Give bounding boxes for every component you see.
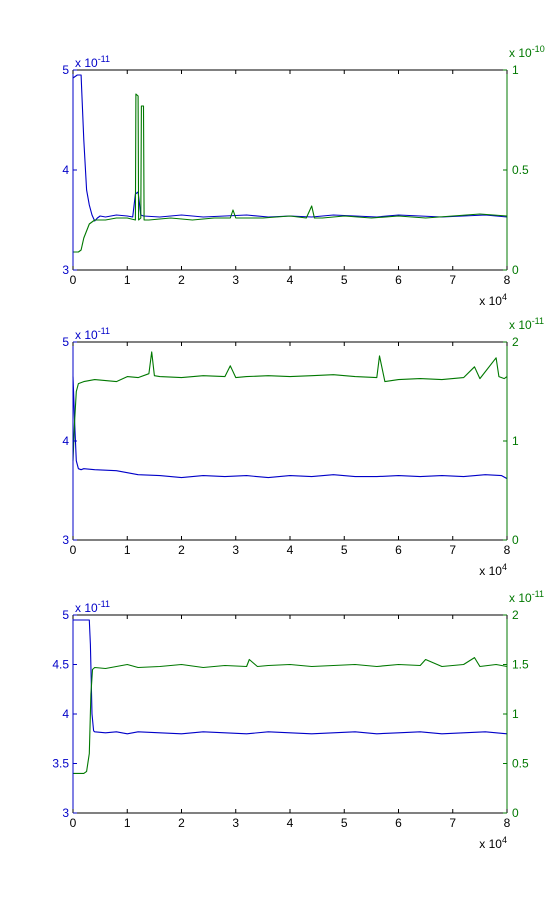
y-left-tick-label: 4 bbox=[62, 434, 69, 448]
y-left-tick-label: 5 bbox=[62, 63, 69, 77]
series-line-right bbox=[72, 351, 508, 461]
x-tick-label: 6 bbox=[395, 273, 402, 287]
y-left-tick-label: 3.5 bbox=[52, 757, 69, 771]
x-multiplier-exponent: 4 bbox=[502, 562, 507, 572]
x-tick-label: 8 bbox=[504, 816, 511, 830]
x-tick-label: 4 bbox=[287, 273, 294, 287]
y-right-multiplier: x 10-10 bbox=[509, 44, 545, 60]
y-left-multiplier: x 10-11 bbox=[75, 599, 110, 615]
y-right-multiplier-base: x 10 bbox=[509, 46, 532, 60]
series-line-right bbox=[73, 93, 508, 253]
y-right-tick-label: 2 bbox=[512, 335, 519, 349]
y-right-tick-label: 1 bbox=[512, 63, 519, 77]
x-tick-label: 5 bbox=[341, 543, 348, 557]
x-multiplier-exponent: 4 bbox=[502, 835, 507, 845]
plot-area bbox=[73, 615, 507, 813]
x-tick-label: 0 bbox=[70, 816, 77, 830]
y-left-tick-label: 4.5 bbox=[52, 658, 69, 672]
x-tick-label: 2 bbox=[178, 543, 185, 557]
x-tick-label: 6 bbox=[395, 816, 402, 830]
y-left-tick-label: 3 bbox=[62, 263, 69, 277]
y-left-multiplier: x 10-11 bbox=[75, 326, 110, 342]
x-tick-label: 8 bbox=[504, 543, 511, 557]
y-left-multiplier-base: x 10 bbox=[75, 56, 98, 70]
series-line-right bbox=[73, 657, 508, 774]
y-right-multiplier-exponent: -11 bbox=[532, 589, 544, 599]
x-tick-label: 4 bbox=[287, 543, 294, 557]
y-left-tick-label: 5 bbox=[62, 608, 69, 622]
x-tick-label: 1 bbox=[124, 543, 131, 557]
x-tick-label: 8 bbox=[504, 273, 511, 287]
y-right-tick-label: 0 bbox=[512, 533, 519, 547]
y-left-tick-label: 3 bbox=[62, 806, 69, 820]
y-left-multiplier-base: x 10 bbox=[75, 601, 98, 615]
y-right-tick-label: 1 bbox=[512, 434, 519, 448]
y-left-multiplier-base: x 10 bbox=[75, 328, 98, 342]
y-right-tick-label: 1.5 bbox=[512, 658, 529, 672]
x-tick-label: 1 bbox=[124, 816, 131, 830]
y-left-multiplier-exponent: -11 bbox=[98, 54, 110, 64]
x-multiplier-base: x 10 bbox=[479, 564, 502, 578]
plot-area bbox=[73, 342, 507, 540]
series-line-left bbox=[72, 376, 508, 480]
x-tick-label: 3 bbox=[232, 816, 239, 830]
y-left-multiplier-exponent: -11 bbox=[98, 326, 110, 336]
x-multiplier: x 104 bbox=[479, 835, 507, 851]
y-right-multiplier: x 10-11 bbox=[509, 589, 544, 605]
y-right-tick-label: 0 bbox=[512, 806, 519, 820]
x-multiplier: x 104 bbox=[479, 292, 507, 308]
x-tick-label: 4 bbox=[287, 816, 294, 830]
x-tick-label: 7 bbox=[449, 543, 456, 557]
x-tick-label: 3 bbox=[232, 543, 239, 557]
y-left-tick-label: 4 bbox=[62, 163, 69, 177]
y-right-tick-label: 0 bbox=[512, 263, 519, 277]
y-left-tick-label: 3 bbox=[62, 533, 69, 547]
y-right-multiplier-exponent: -10 bbox=[532, 44, 545, 54]
y-right-tick-label: 0.5 bbox=[512, 163, 529, 177]
y-right-multiplier: x 10-11 bbox=[509, 316, 544, 332]
y-right-tick-label: 2 bbox=[512, 608, 519, 622]
x-tick-label: 5 bbox=[341, 273, 348, 287]
plot-area bbox=[73, 70, 507, 270]
x-multiplier: x 104 bbox=[479, 562, 507, 578]
x-tick-label: 7 bbox=[449, 816, 456, 830]
x-tick-label: 3 bbox=[232, 273, 239, 287]
x-tick-label: 2 bbox=[178, 816, 185, 830]
x-tick-label: 0 bbox=[70, 543, 77, 557]
x-tick-label: 1 bbox=[124, 273, 131, 287]
y-right-multiplier-base: x 10 bbox=[509, 318, 532, 332]
y-left-tick-label: 5 bbox=[62, 335, 69, 349]
x-multiplier-base: x 10 bbox=[479, 837, 502, 851]
y-left-tick-label: 4 bbox=[62, 707, 69, 721]
x-tick-label: 2 bbox=[178, 273, 185, 287]
x-tick-label: 6 bbox=[395, 543, 402, 557]
x-multiplier-exponent: 4 bbox=[502, 292, 507, 302]
x-tick-label: 7 bbox=[449, 273, 456, 287]
y-left-multiplier-exponent: -11 bbox=[98, 599, 110, 609]
y-right-multiplier-exponent: -11 bbox=[532, 316, 544, 326]
y-left-multiplier: x 10-11 bbox=[75, 54, 110, 70]
series-line-left bbox=[72, 74, 508, 222]
y-right-tick-label: 1 bbox=[512, 707, 519, 721]
x-multiplier-base: x 10 bbox=[479, 294, 502, 308]
x-tick-label: 0 bbox=[70, 273, 77, 287]
y-right-tick-label: 0.5 bbox=[512, 757, 529, 771]
y-right-multiplier-base: x 10 bbox=[509, 591, 532, 605]
x-tick-label: 5 bbox=[341, 816, 348, 830]
